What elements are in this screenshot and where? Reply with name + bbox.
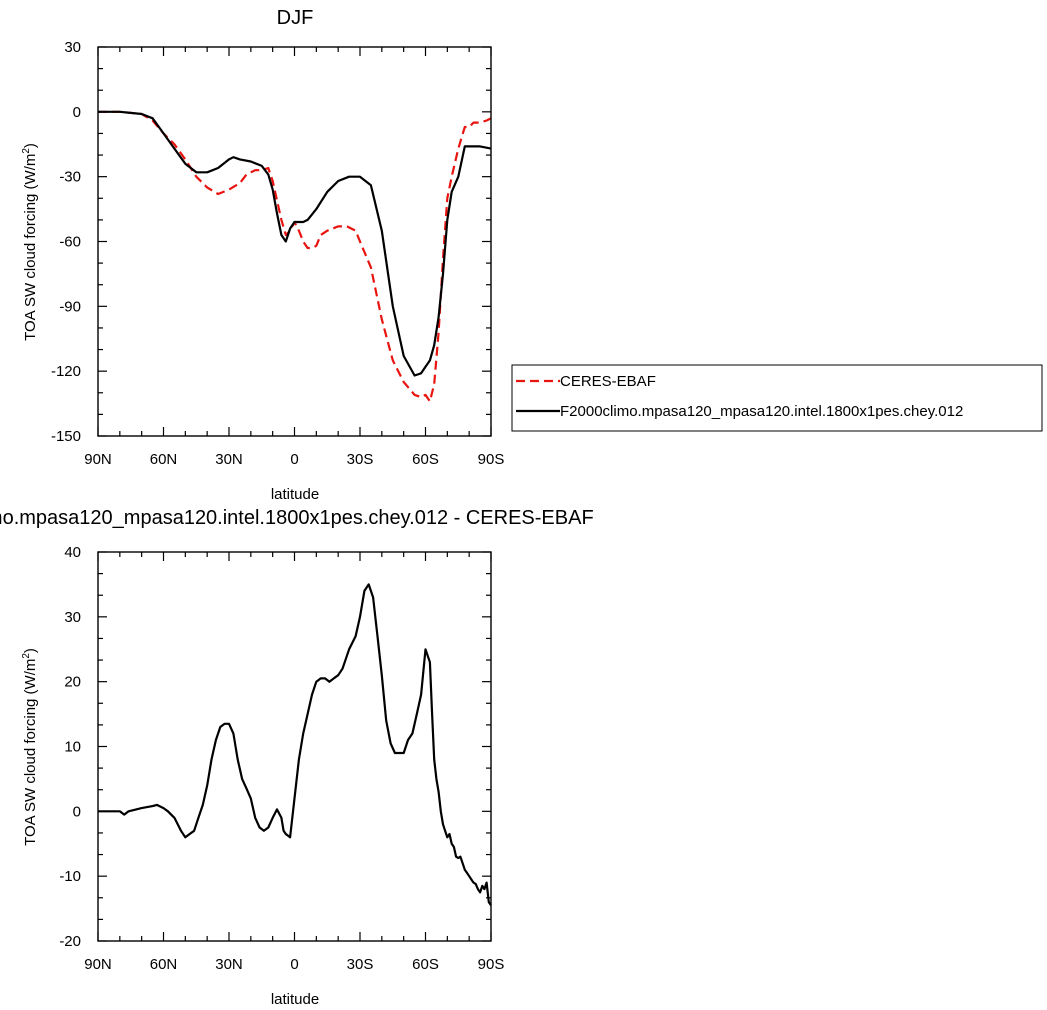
bottom-panel: F2000climo.mpasa120_mpasa120.intel.1800x… — [0, 507, 594, 1008]
top-x-tick-label: 30N — [215, 451, 243, 468]
top-x-tick-label: 60S — [412, 451, 439, 468]
bottom-series-group — [98, 583, 492, 906]
top-y-tick-label: 0 — [73, 104, 81, 121]
bottom-y-tick-label: 0 — [73, 803, 81, 820]
bottom-x-tick-label: 90S — [478, 956, 505, 973]
top-y-tick-label: -90 — [59, 298, 81, 315]
top-series-line-0 — [98, 110, 492, 403]
top-plot-frame — [97, 46, 492, 437]
bottom-series-line-0 — [98, 583, 492, 906]
bottom-x-tick-label: 60N — [150, 956, 178, 973]
legend: CERES-EBAF F2000climo.mpasa120_mpasa120.… — [511, 364, 1043, 432]
bottom-y-tick-label: -10 — [59, 868, 81, 885]
top-y-tick-label: -120 — [51, 363, 81, 380]
bottom-y-tick-label: 10 — [64, 739, 81, 756]
legend-label-model: F2000climo.mpasa120_mpasa120.intel.1800x… — [560, 403, 963, 420]
top-series-group — [98, 110, 492, 403]
bottom-y-axis-label: TOA SW cloud forcing (W/m2) — [21, 648, 39, 846]
bottom-x-axis-label: latitude — [271, 991, 319, 1008]
bottom-panel-title: F2000climo.mpasa120_mpasa120.intel.1800x… — [0, 507, 594, 529]
top-x-tick-label: 90N — [84, 451, 112, 468]
bottom-x-tick-label: 30S — [347, 956, 374, 973]
top-x-tick-label: 60N — [150, 451, 178, 468]
top-y-tick-label: -60 — [59, 234, 81, 251]
top-y-axis-label: TOA SW cloud forcing (W/m2) — [21, 143, 39, 341]
bottom-x-tick-label: 60S — [412, 956, 439, 973]
top-series-line-1 — [98, 110, 492, 377]
bottom-x-tick-label: 30N — [215, 956, 243, 973]
top-x-tick-label: 90S — [478, 451, 505, 468]
top-y-tick-label: -30 — [59, 169, 81, 186]
top-panel-title: DJF — [277, 7, 314, 29]
top-ticks: 90N 60N 30N 0 30S 60S 90S 30 0 -30 -60 -90 -120 -150 — [51, 39, 504, 468]
bottom-x-tick-label: 0 — [290, 956, 298, 973]
top-x-tick-label: 0 — [290, 451, 298, 468]
top-panel: DJF 90N 60N 30N 0 30S 60S 90S 30 0 -30 -60 -90 -120 -… — [21, 7, 1043, 503]
bottom-y-tick-label: 40 — [64, 544, 81, 561]
legend-box — [511, 364, 1043, 432]
legend-label-ceres: CERES-EBAF — [560, 373, 656, 390]
top-y-tick-label: -150 — [51, 428, 81, 445]
top-x-axis-label: latitude — [271, 486, 319, 503]
bottom-x-tick-label: 90N — [84, 956, 112, 973]
bottom-y-tick-label: 20 — [64, 674, 81, 691]
top-x-tick-label: 30S — [347, 451, 374, 468]
top-y-tick-label: 30 — [64, 39, 81, 56]
bottom-y-tick-label: 30 — [64, 609, 81, 626]
bottom-ticks: 90N 60N 30N 0 30S 60S 90S 40 30 20 10 0 -10 -20 — [59, 544, 504, 973]
bottom-plot-frame — [97, 551, 492, 942]
bottom-y-tick-label: -20 — [59, 933, 81, 950]
